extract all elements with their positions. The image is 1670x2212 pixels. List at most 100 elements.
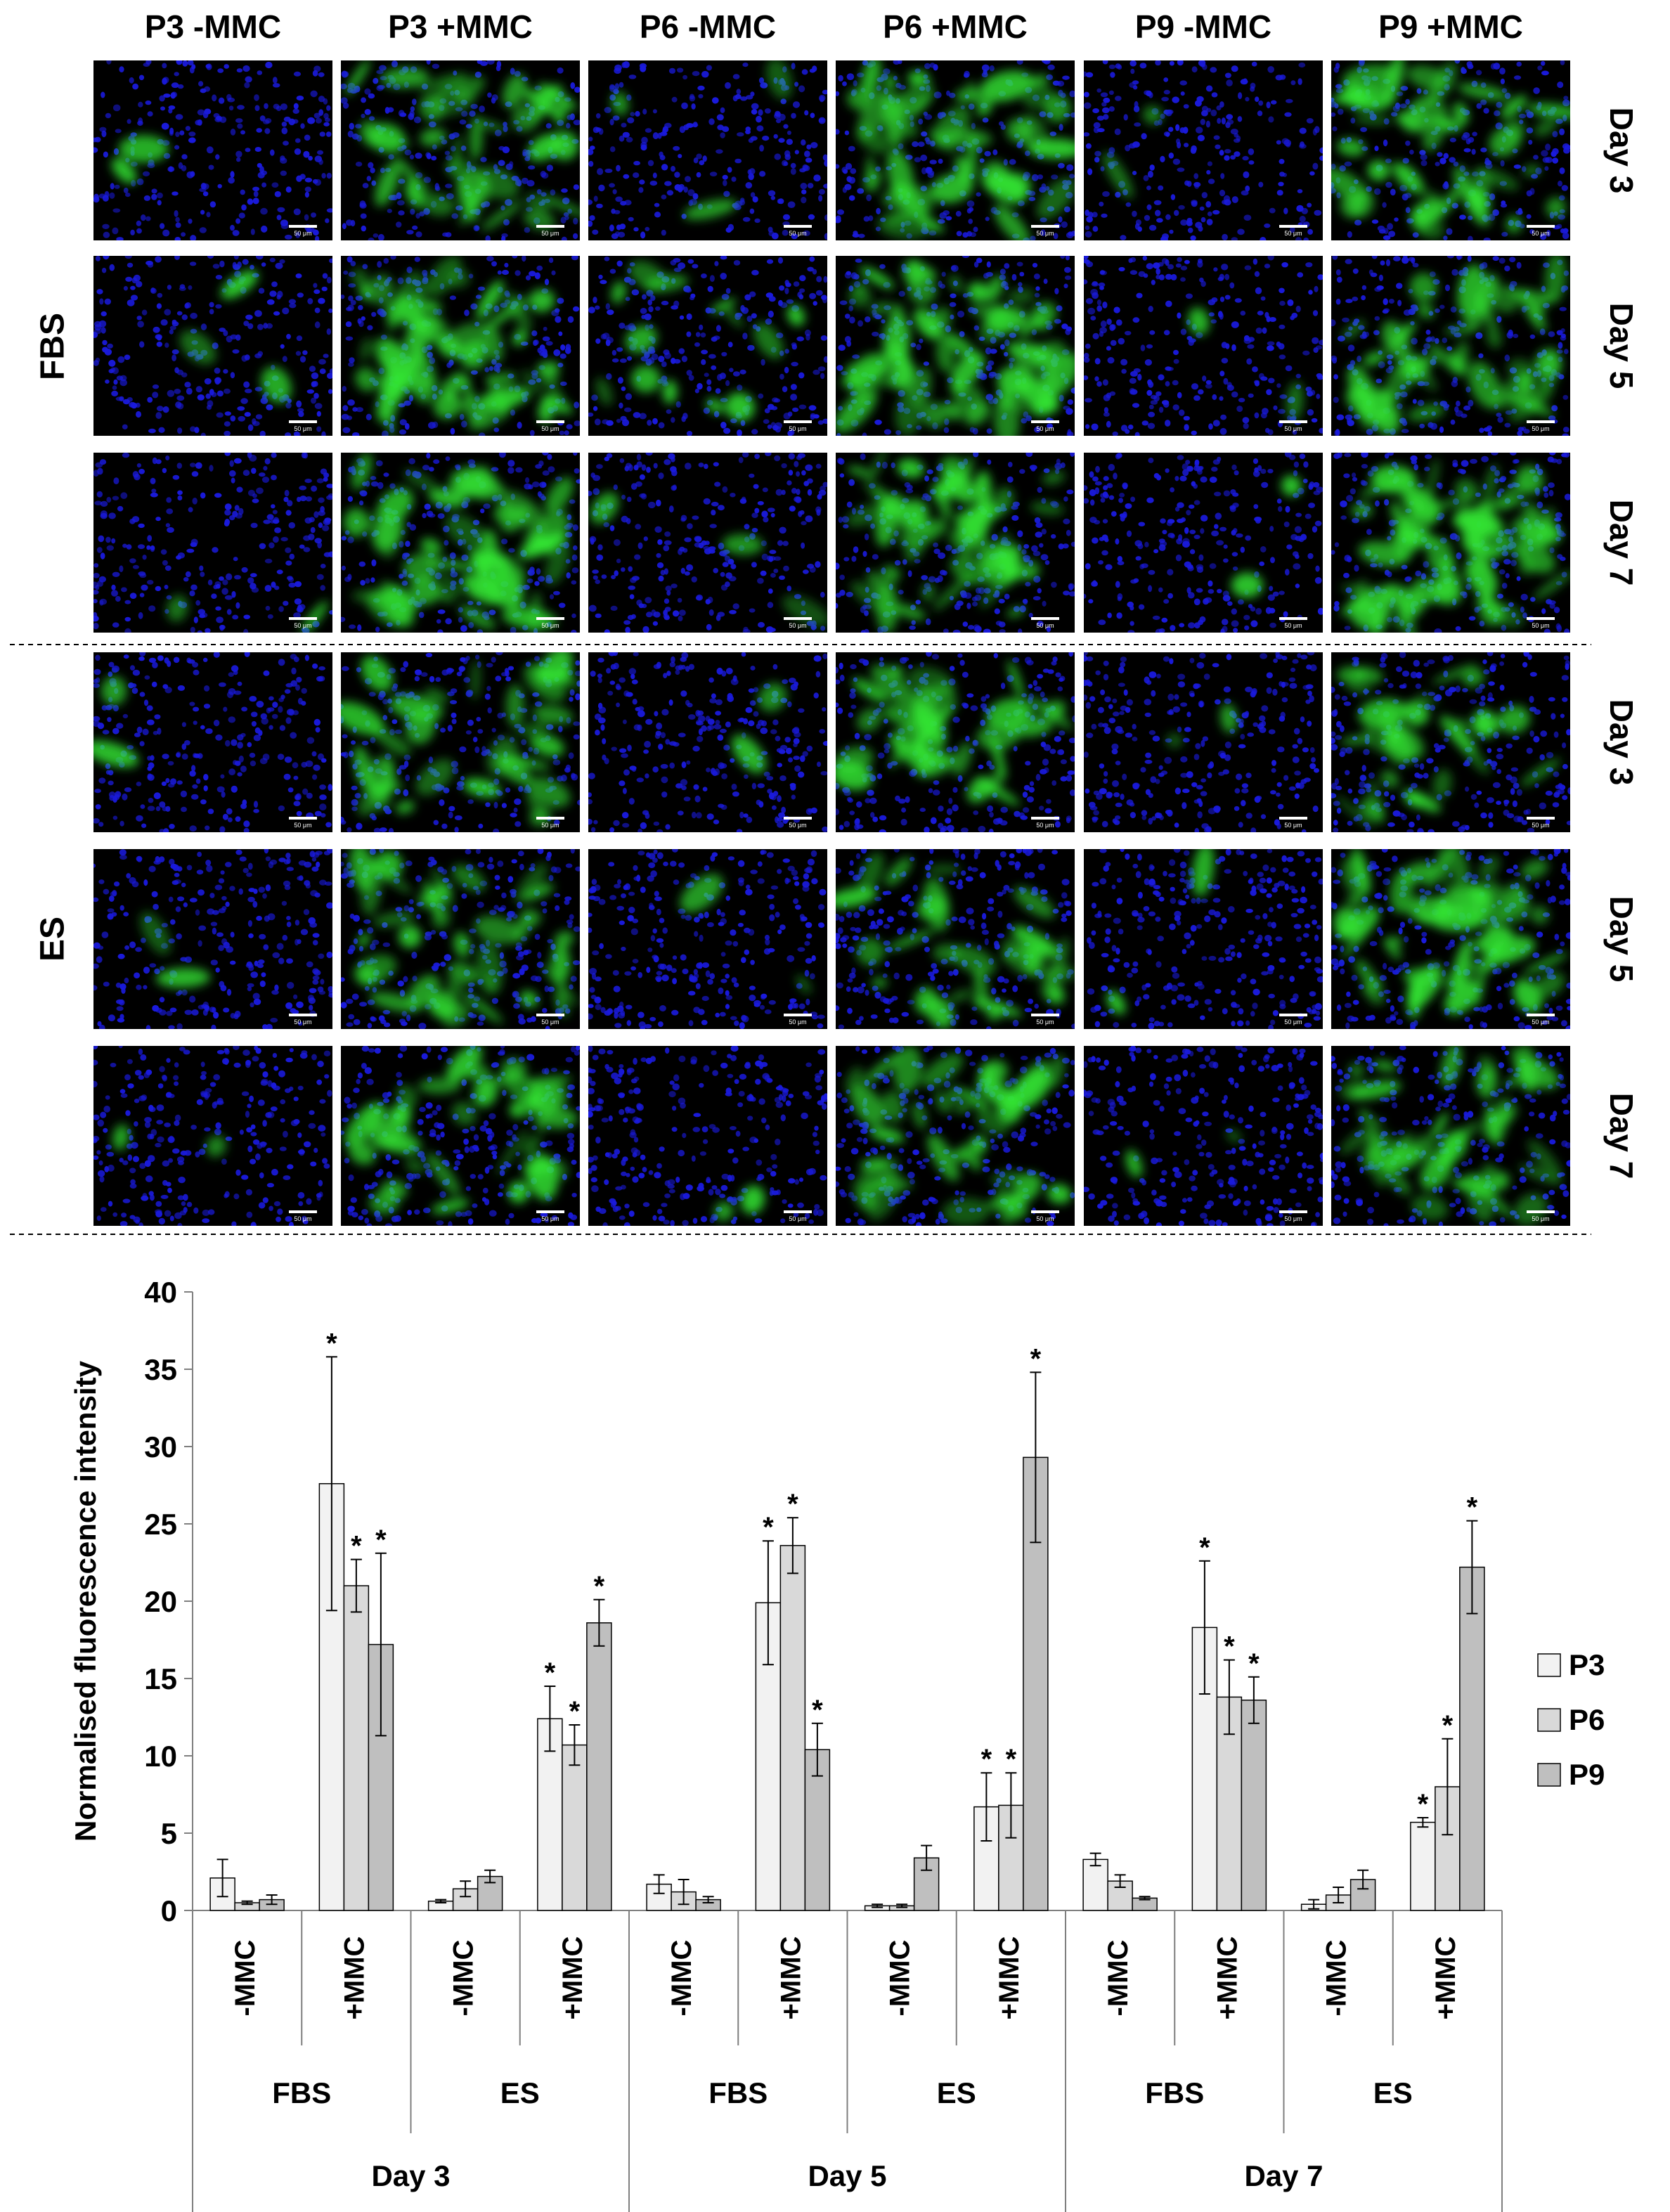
scale-bar-label: 50 μm <box>1284 1018 1302 1026</box>
significance-marker: * <box>763 1512 774 1543</box>
error-bar <box>1198 1560 1210 1695</box>
bar-p9 <box>1459 1566 1485 1911</box>
scale-bar <box>536 420 564 423</box>
significance-marker: * <box>1224 1631 1235 1662</box>
scale-bar-label: 50 μm <box>1284 230 1302 237</box>
medium-label: FBS <box>708 2076 768 2109</box>
error-bar <box>544 1686 556 1752</box>
error-bar <box>1442 1738 1454 1836</box>
error-bar <box>1466 1520 1478 1615</box>
micrograph-image: 50 μm <box>1084 652 1323 832</box>
column-header: P6 -MMC <box>640 8 776 45</box>
scale-bar-label: 50 μm <box>294 1018 311 1026</box>
scale-bar <box>1031 225 1059 228</box>
scale-bar <box>1279 225 1307 228</box>
row-day-label: Day 7 <box>1603 1093 1640 1179</box>
y-tick-label: 25 <box>144 1508 177 1541</box>
bar-chart: 0 5 10 15 20 25 30 35 40 Normalised fluorescence … <box>69 1276 1605 2212</box>
micrograph-image: 50 μm <box>93 60 332 240</box>
medium-label: FBS <box>1145 2076 1204 2109</box>
scale-bar <box>1527 225 1555 228</box>
error-bar <box>1089 1852 1101 1867</box>
micrograph-image: 50 μm <box>93 849 332 1029</box>
micrograph-image: 50 μm <box>341 1046 580 1226</box>
treatment-label: +MMC <box>339 1936 370 2020</box>
significance-marker: * <box>1442 1710 1454 1741</box>
scale-bar-label: 50 μm <box>1036 425 1054 432</box>
scale-bar <box>289 817 317 820</box>
scale-bar <box>1031 617 1059 620</box>
scale-bar-label: 50 μm <box>1532 822 1549 829</box>
error-bar <box>569 1724 581 1766</box>
scale-bar-label: 50 μm <box>789 622 806 629</box>
scale-bar <box>1279 617 1307 620</box>
bar-p3 <box>1410 1821 1436 1911</box>
error-bar <box>896 1903 908 1908</box>
scale-bar <box>289 420 317 423</box>
treatment-label: -MMC <box>666 1940 697 2017</box>
scale-bar-label: 50 μm <box>1036 822 1054 829</box>
legend-swatch <box>1537 1708 1561 1732</box>
scale-bar-label: 50 μm <box>1036 1018 1054 1026</box>
micrograph-image: 50 μm <box>341 453 580 633</box>
scale-bar-label: 50 μm <box>1284 1215 1302 1222</box>
scale-bar-label: 50 μm <box>789 1215 806 1222</box>
scale-bar <box>784 1014 812 1016</box>
bar-p6 <box>779 1545 806 1911</box>
error-bar <box>1114 1874 1126 1888</box>
bar-p3 <box>1082 1858 1108 1911</box>
column-header: P3 +MMC <box>388 8 533 45</box>
treatment-label: +MMC <box>1212 1936 1243 2020</box>
row-day-label: Day 3 <box>1603 108 1640 194</box>
micrograph-image: 50 μm <box>341 849 580 1029</box>
scale-bar-label: 50 μm <box>1284 822 1302 829</box>
significance-marker: * <box>569 1696 581 1727</box>
bar-p9 <box>586 1622 612 1911</box>
error-bar <box>350 1558 362 1613</box>
micrograph-image: 50 μm <box>1084 256 1323 436</box>
error-bar <box>1139 1896 1151 1901</box>
micrograph-image: 50 μm <box>588 256 827 436</box>
significance-marker: * <box>351 1531 362 1562</box>
scale-bar-label: 50 μm <box>789 230 806 237</box>
medium-label: ES <box>500 2076 540 2109</box>
scale-bar <box>1527 420 1555 423</box>
micrograph-image: 50 μm <box>341 60 580 240</box>
error-bar <box>787 1517 798 1574</box>
error-bar <box>1308 1899 1320 1910</box>
significance-marker: * <box>1199 1532 1210 1563</box>
scale-bar <box>784 817 812 820</box>
row-day-label: Day 5 <box>1603 303 1640 389</box>
y-tick-label: 40 <box>144 1276 177 1309</box>
scale-bar-label: 50 μm <box>1532 1018 1549 1026</box>
scale-bar <box>1279 1210 1307 1213</box>
significance-marker: * <box>594 1571 605 1602</box>
scale-bar <box>1031 817 1059 820</box>
scale-bar-label: 50 μm <box>1532 1215 1549 1222</box>
y-tick-label: 10 <box>144 1740 177 1773</box>
scale-bar-label: 50 μm <box>541 230 559 237</box>
legend-label: P6 <box>1569 1703 1605 1736</box>
scale-bar-label: 50 μm <box>789 822 806 829</box>
error-bar <box>872 1903 883 1908</box>
scale-bar-label: 50 μm <box>1532 230 1549 237</box>
scale-bar <box>1031 1210 1059 1213</box>
error-bar <box>593 1598 605 1647</box>
significance-marker: * <box>375 1525 387 1555</box>
scale-bar <box>1527 817 1555 820</box>
significance-marker: * <box>1418 1789 1429 1820</box>
micrograph-image: 50 μm <box>1331 652 1570 832</box>
bar-p6 <box>343 1585 370 1911</box>
error-bar <box>1030 1371 1042 1544</box>
legend-swatch <box>1537 1653 1561 1677</box>
scale-bar-label: 50 μm <box>1532 622 1549 629</box>
row-group-label: FBS <box>34 313 72 380</box>
error-bar <box>921 1844 933 1871</box>
significance-marker: * <box>1248 1648 1260 1679</box>
scale-bar-label: 50 μm <box>789 1018 806 1026</box>
day-label: Day 7 <box>1244 2159 1323 2192</box>
y-tick-label: 35 <box>144 1353 177 1386</box>
micrograph-image: 50 μm <box>1084 1046 1323 1226</box>
scale-bar <box>784 225 812 228</box>
micrograph-image: 50 μm <box>836 1046 1075 1226</box>
